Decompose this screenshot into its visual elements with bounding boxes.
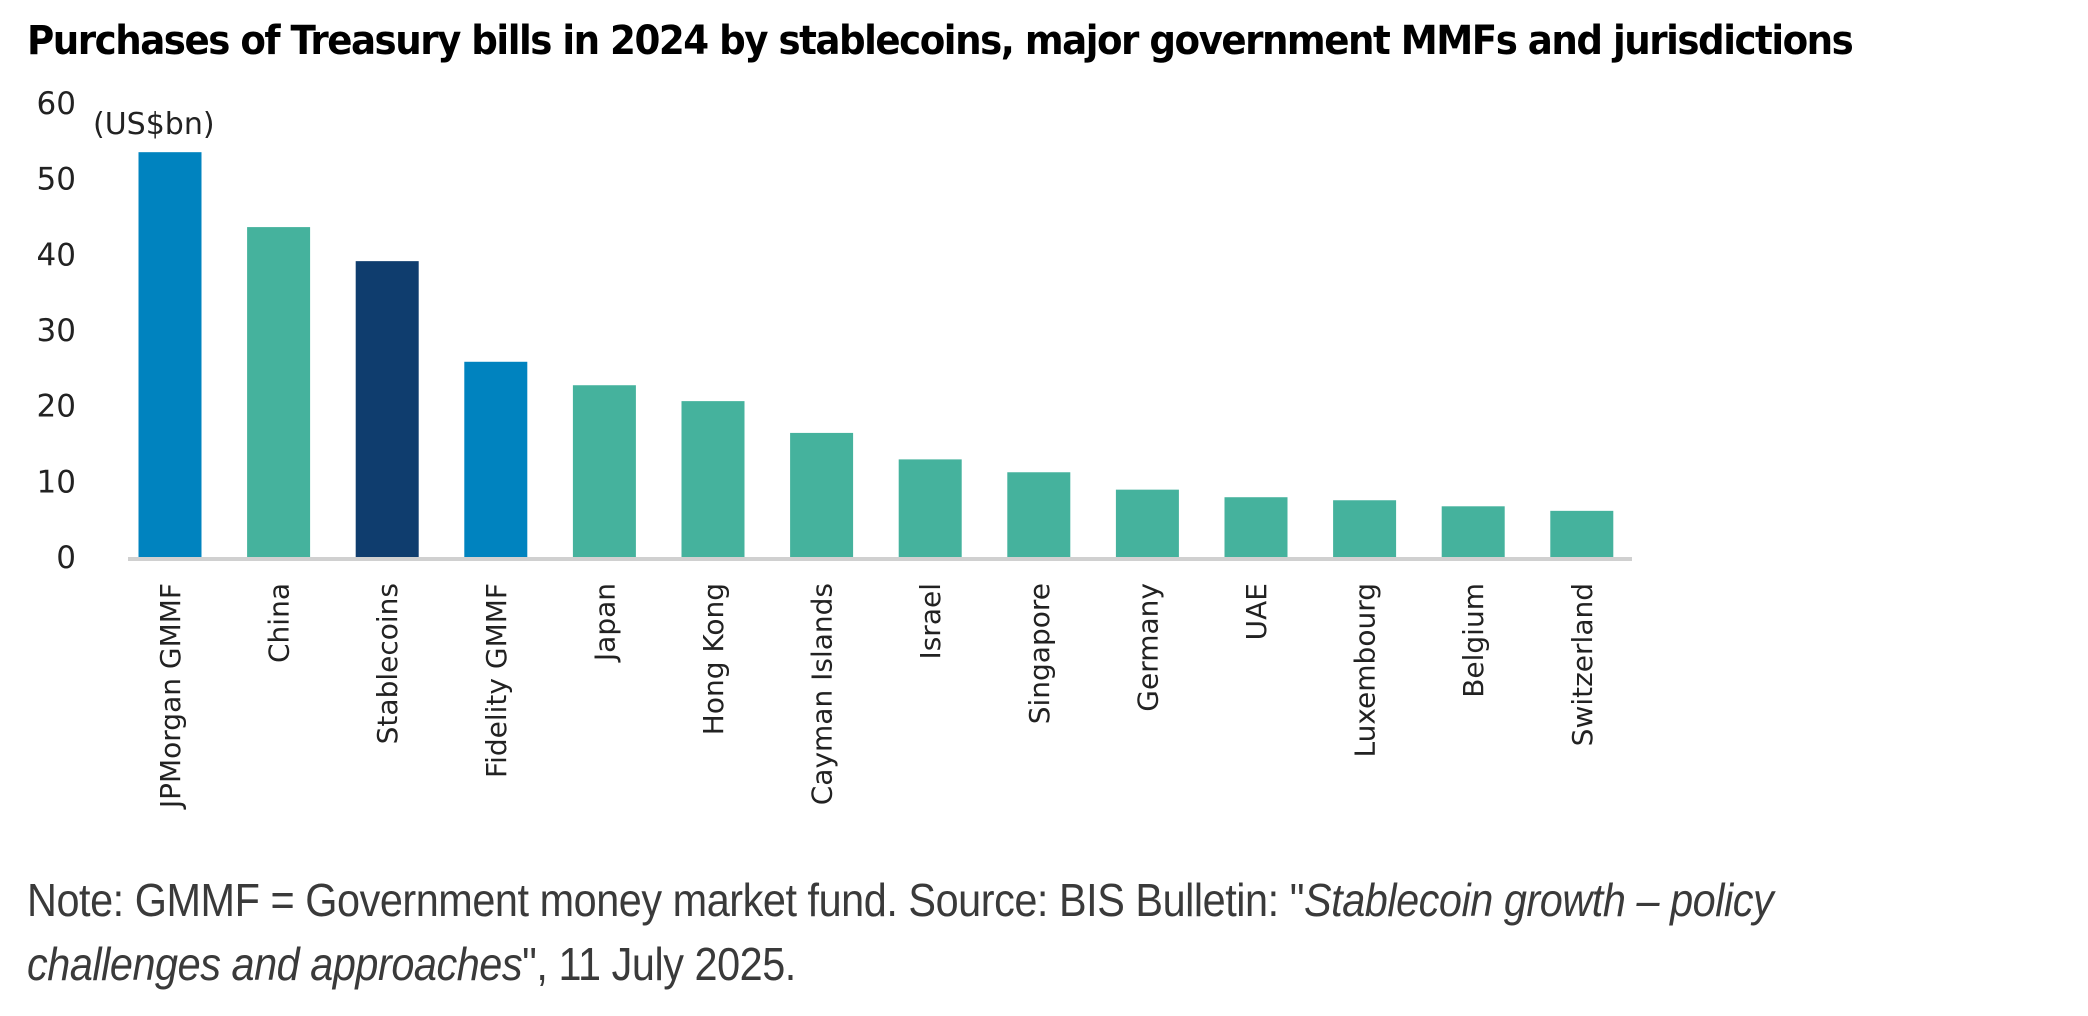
x-tick-label: Germany: [1131, 583, 1164, 712]
footnote-date: ", 11 July 2025.: [522, 938, 796, 990]
x-tick-label: Hong Kong: [697, 583, 730, 735]
bar-singapore: [1007, 472, 1071, 557]
bar-uae: [1224, 497, 1288, 557]
bar-japan: [572, 385, 636, 557]
x-tick-label: Japan: [588, 583, 621, 663]
y-tick-label: 30: [37, 313, 76, 349]
x-tick-label: Luxembourg: [1349, 583, 1382, 758]
x-tick-label: Belgium: [1457, 583, 1490, 698]
y-tick-label: 40: [37, 237, 76, 273]
x-tick-label: Switzerland: [1566, 583, 1599, 746]
chart-title: Purchases of Treasury bills in 2024 by s…: [27, 18, 1854, 64]
footnote-italic-title: Stablecoin growth – policy challenges an…: [27, 874, 1774, 990]
unit-label: (US$bn): [93, 107, 215, 142]
x-tick-label: Singapore: [1023, 583, 1056, 724]
x-tick-label: China: [263, 583, 296, 663]
bar-cayman-islands: [790, 432, 854, 557]
y-tick-label: 10: [37, 464, 76, 500]
bar-belgium: [1441, 506, 1505, 557]
y-tick-label: 0: [56, 540, 76, 576]
bar-stablecoins: [355, 261, 419, 557]
bar-germany: [1115, 489, 1179, 557]
bars: [138, 152, 1614, 558]
x-tick-label: UAE: [1240, 583, 1273, 640]
x-axis-labels: JPMorgan GMMF China Stablecoins Fidelity GM…: [154, 583, 1599, 810]
x-tick-label: Cayman Islands: [806, 583, 839, 805]
x-tick-label: Stablecoins: [371, 583, 404, 744]
bar-israel: [898, 459, 962, 557]
x-tick-label: Israel: [914, 583, 947, 660]
x-tick-label: Fidelity GMMF: [480, 583, 513, 778]
y-tick-label: 60: [37, 86, 76, 122]
bar-chart: 0 10 20 30 40 50 60 (US$bn) JPMorgan GMMF China…: [37, 86, 1632, 810]
bar-jpmorgan-gmmf: [138, 152, 202, 557]
y-axis-ticks: 0 10 20 30 40 50 60: [37, 86, 76, 576]
y-tick-label: 50: [37, 162, 76, 198]
bar-hong-kong: [681, 401, 745, 557]
bar-china: [247, 227, 311, 558]
x-tick-label: JPMorgan GMMF: [154, 583, 187, 810]
bar-switzerland: [1550, 510, 1614, 557]
bar-luxembourg: [1333, 500, 1397, 557]
y-tick-label: 20: [37, 389, 76, 425]
footnote: Note: GMMF = Government money market fun…: [27, 868, 1872, 996]
bar-fidelity-gmmf: [464, 361, 528, 557]
footnote-text: Note: GMMF = Government money market fun…: [27, 874, 1304, 926]
